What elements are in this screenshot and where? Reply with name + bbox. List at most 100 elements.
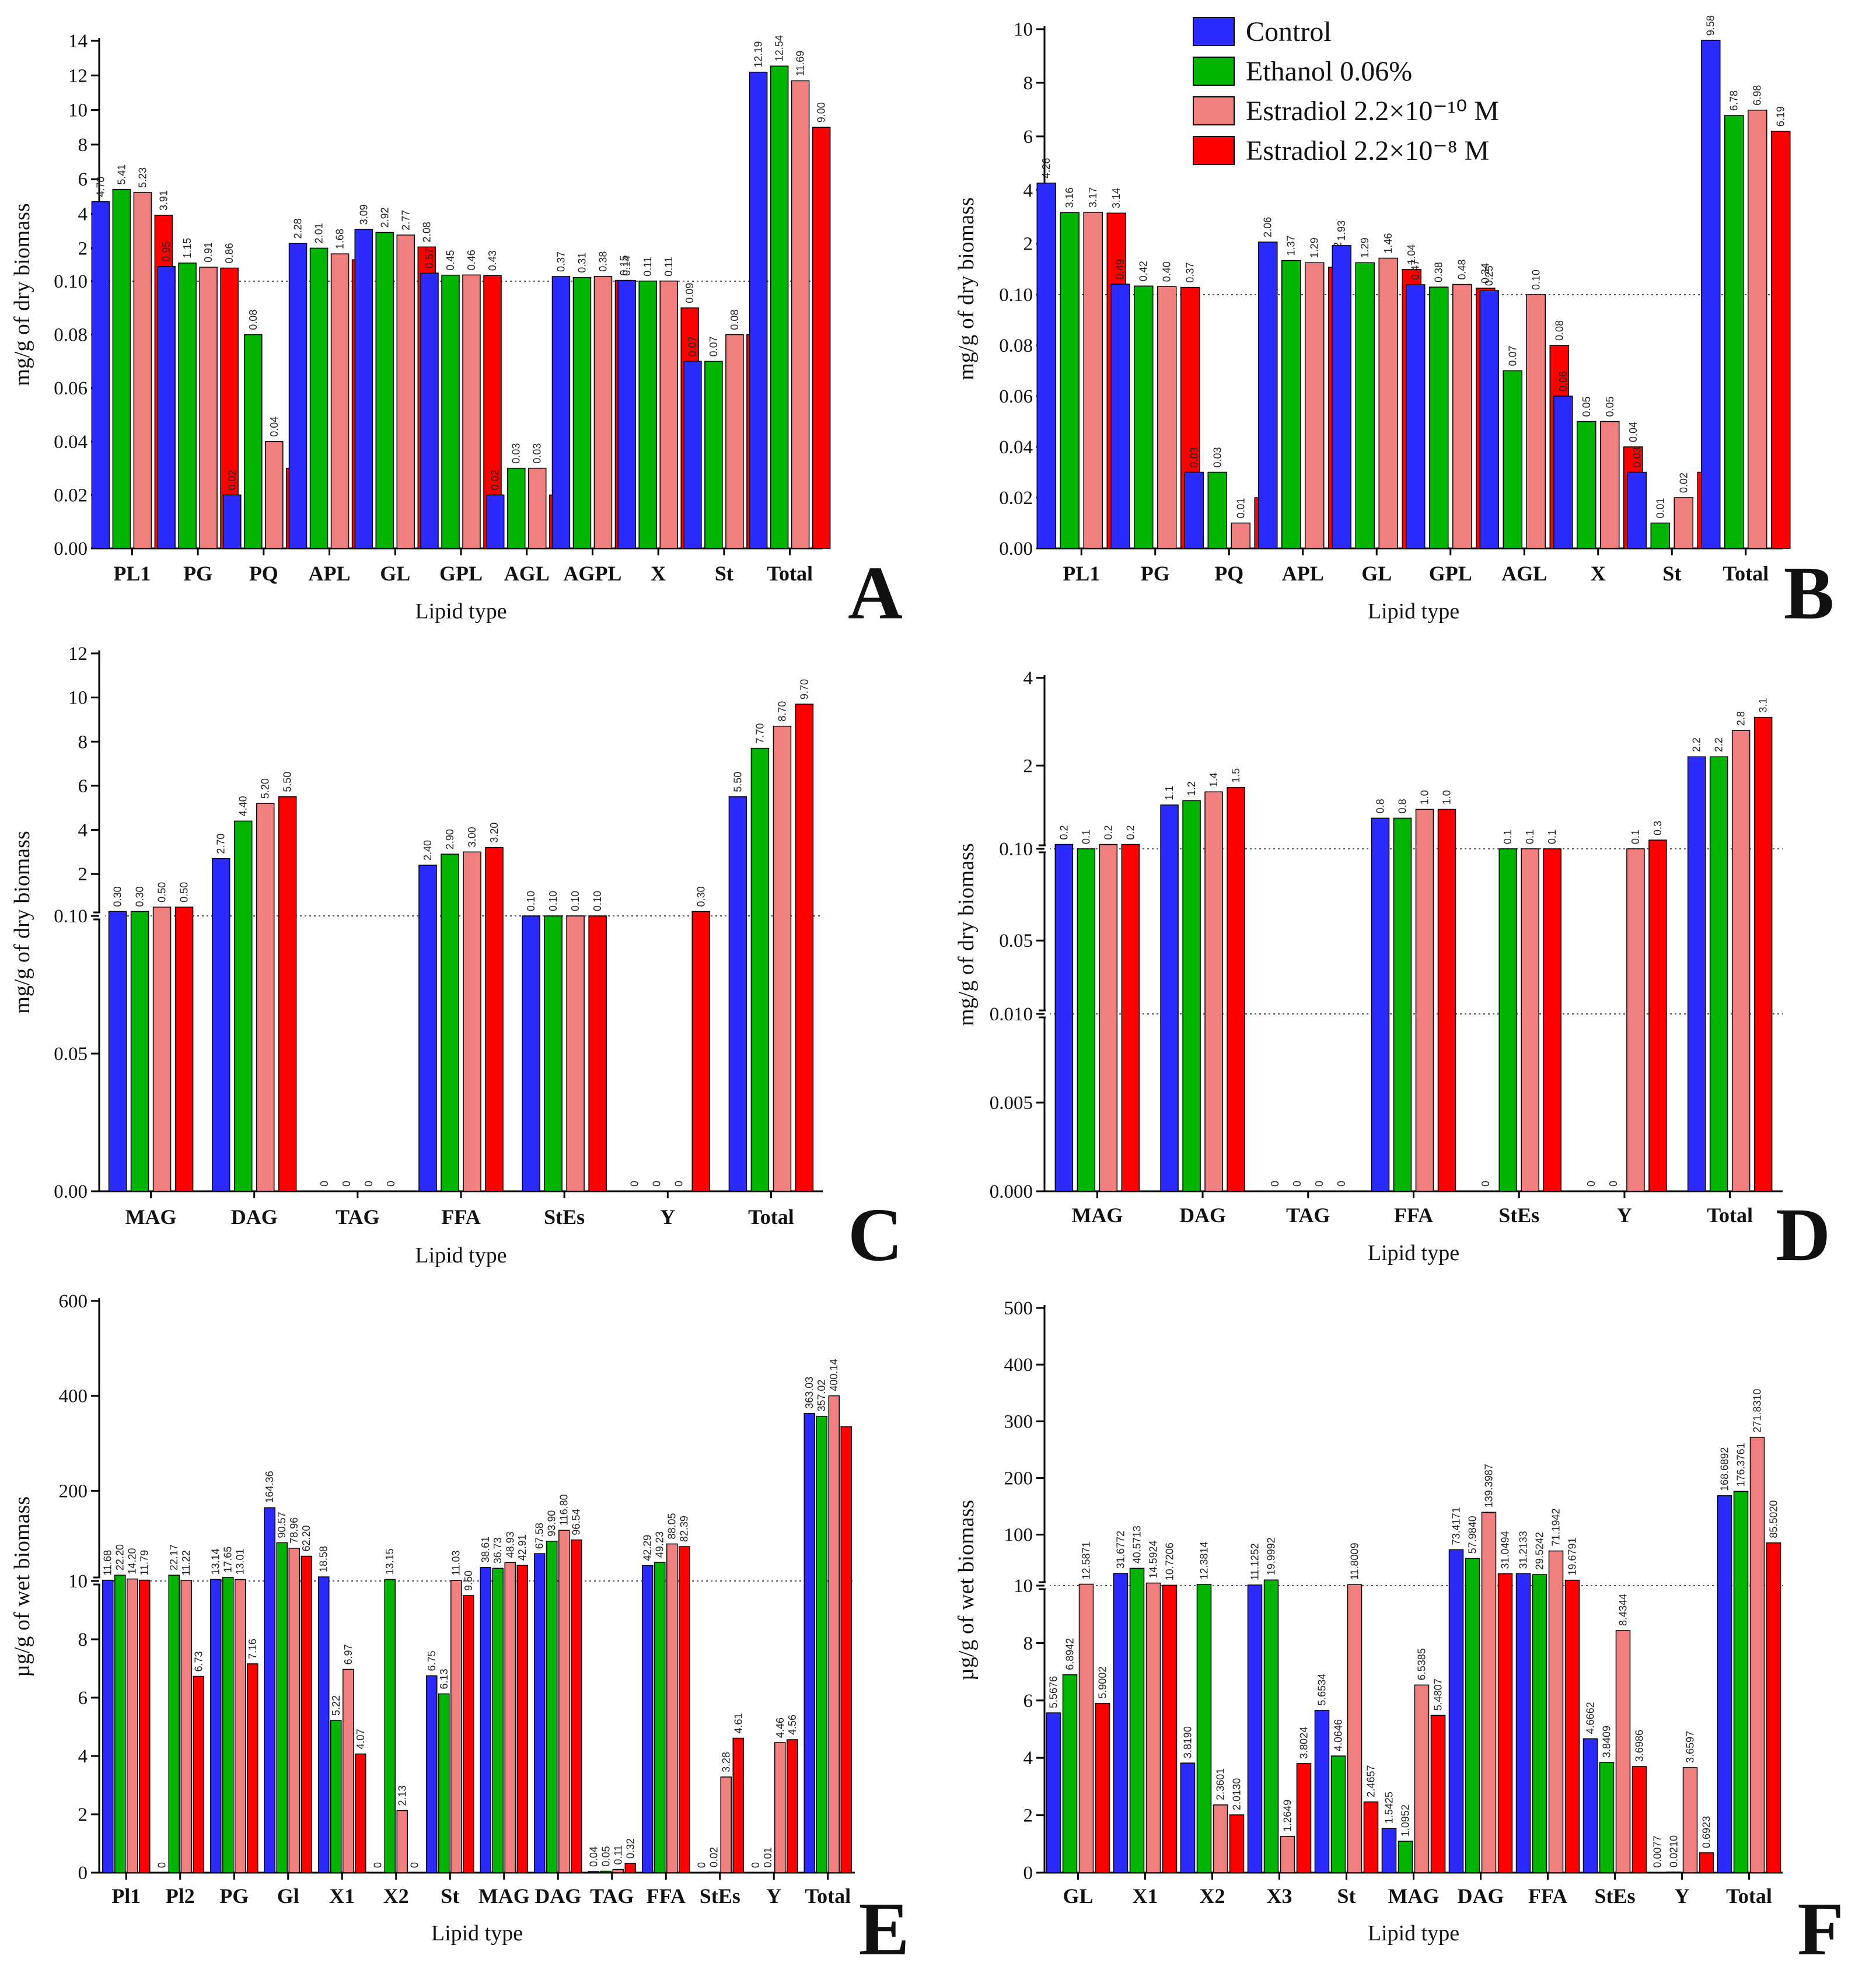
bar bbox=[1332, 245, 1351, 549]
y-tick-label: 8 bbox=[78, 135, 88, 156]
x-category-label: FFA bbox=[1394, 1204, 1433, 1227]
bar-data-label: 0.40 bbox=[1161, 261, 1173, 282]
bar bbox=[708, 1871, 719, 1873]
y-tick-label: 100 bbox=[1004, 1525, 1033, 1546]
bar bbox=[1615, 1630, 1631, 1873]
bar bbox=[1465, 1558, 1480, 1873]
bar-data-label: 0.11 bbox=[663, 257, 675, 277]
x-axis-title: Lipid type bbox=[1368, 599, 1459, 624]
y-tick-label: 300 bbox=[1004, 1411, 1033, 1432]
y-tick-label: 400 bbox=[1004, 1355, 1033, 1376]
x-category-label: Total bbox=[1707, 1204, 1753, 1227]
bar bbox=[816, 1415, 827, 1873]
bar bbox=[1083, 212, 1103, 549]
bar-data-label: 2.06 bbox=[1262, 217, 1274, 237]
bar-data-label: 0.04 bbox=[1627, 422, 1639, 442]
bar-data-label: 357.02 bbox=[816, 1380, 827, 1412]
bar bbox=[91, 201, 110, 549]
y-tick-label: 4 bbox=[1023, 1748, 1033, 1769]
bar-data-label: 3.20 bbox=[488, 823, 500, 843]
bar bbox=[1582, 1738, 1598, 1873]
x-axis-title: Lipid type bbox=[415, 599, 506, 624]
bar-data-label: 36.73 bbox=[492, 1537, 504, 1563]
bar-data-label: 9.58 bbox=[1705, 15, 1717, 36]
y-tick-label: 0.06 bbox=[54, 378, 88, 399]
bar bbox=[1060, 212, 1080, 549]
bar-data-label: 1.46 bbox=[1382, 233, 1394, 253]
bar-data-label: 8.4344 bbox=[1618, 1594, 1629, 1626]
x-category-label: PQ bbox=[1214, 562, 1243, 585]
x-category-label: GL bbox=[1063, 1884, 1093, 1908]
bar-data-label: 0 bbox=[1269, 1181, 1281, 1187]
bar bbox=[480, 1566, 491, 1873]
bar bbox=[1406, 284, 1426, 549]
bar-data-label: 73.4171 bbox=[1451, 1507, 1462, 1545]
bar-data-label: 0.86 bbox=[223, 243, 235, 263]
bar bbox=[506, 467, 526, 549]
bar-data-label: 0.50 bbox=[156, 882, 168, 902]
bar bbox=[1532, 1574, 1547, 1873]
bar-data-label: 0.37 bbox=[555, 251, 567, 272]
y-tick-label: 2 bbox=[1023, 234, 1033, 255]
bar-data-label: 19.6791 bbox=[1567, 1538, 1578, 1576]
bar-data-label: 5.50 bbox=[732, 772, 743, 792]
bar bbox=[534, 1553, 546, 1873]
bar-data-label: 67.58 bbox=[534, 1523, 546, 1549]
bar bbox=[157, 266, 176, 549]
x-category-label: DAG bbox=[1179, 1204, 1226, 1227]
bar-data-label: 11.79 bbox=[139, 1550, 151, 1576]
bar-data-label: 0.57 bbox=[424, 248, 435, 268]
bar bbox=[1099, 844, 1118, 1192]
bar-data-label: 1.2649 bbox=[1282, 1800, 1294, 1832]
bar-data-label: 0 bbox=[1608, 1181, 1619, 1187]
bar bbox=[1515, 1573, 1531, 1873]
x-category-label: DAG bbox=[231, 1205, 278, 1229]
bar-data-label: 2.2 bbox=[1691, 737, 1703, 752]
y-tick-label: 4 bbox=[1023, 180, 1033, 201]
x-category-label: GL bbox=[1361, 562, 1392, 585]
bar-data-label: 0.09 bbox=[684, 283, 696, 303]
bar bbox=[1134, 285, 1154, 549]
bar-data-label: 0.91 bbox=[202, 242, 214, 263]
bar-data-label: 13.14 bbox=[210, 1548, 222, 1575]
bar bbox=[1227, 787, 1245, 1192]
bar bbox=[659, 280, 678, 549]
bar-data-label: 5.6534 bbox=[1316, 1674, 1328, 1706]
bar-data-label: 12.5871 bbox=[1081, 1541, 1092, 1579]
bar bbox=[571, 1539, 582, 1873]
bar bbox=[1687, 756, 1706, 1192]
bar bbox=[355, 1753, 366, 1873]
bar bbox=[463, 1595, 474, 1873]
bar bbox=[551, 276, 571, 549]
bar bbox=[1599, 1762, 1615, 1873]
bar bbox=[102, 1579, 114, 1873]
bar-data-label: 3.6986 bbox=[1634, 1730, 1646, 1762]
bar-data-label: 2.77 bbox=[400, 210, 411, 230]
bar bbox=[441, 853, 459, 1192]
bar bbox=[1600, 421, 1620, 549]
x-category-label: Total bbox=[748, 1205, 794, 1229]
y-tick-label: 6 bbox=[78, 1688, 88, 1709]
y-tick-label: 8 bbox=[78, 732, 88, 753]
bar bbox=[288, 243, 308, 549]
bar bbox=[1263, 1579, 1279, 1873]
y-tick-label: 4 bbox=[78, 820, 88, 841]
y-tick-label: 0.05 bbox=[999, 930, 1033, 951]
bar-data-label: 1.29 bbox=[1359, 237, 1371, 258]
bar bbox=[1231, 522, 1250, 549]
y-tick-label: 200 bbox=[59, 1481, 88, 1502]
legend-label: Estradiol 2.2×10⁻⁸ M bbox=[1246, 135, 1489, 166]
bar-data-label: 3.14 bbox=[1110, 188, 1122, 208]
bar bbox=[546, 1540, 558, 1873]
bar bbox=[139, 1579, 151, 1873]
chart-panel-f: 0 2 4 6 8 10 100 200 300 400 500 5.5676 6.8942 12.587… bbox=[954, 1298, 1844, 1971]
bar-data-label: 93.90 bbox=[546, 1510, 558, 1537]
legend-label: Ethanol 0.06% bbox=[1246, 56, 1412, 87]
x-category-label: X1 bbox=[329, 1884, 355, 1908]
bar-data-label: 1.0952 bbox=[1400, 1804, 1412, 1836]
y-tick-label: 600 bbox=[59, 1291, 88, 1312]
bar-data-label: 0 bbox=[1480, 1181, 1491, 1187]
bar-data-label: 0.04 bbox=[588, 1846, 599, 1867]
x-category-label: DAG bbox=[534, 1884, 581, 1908]
